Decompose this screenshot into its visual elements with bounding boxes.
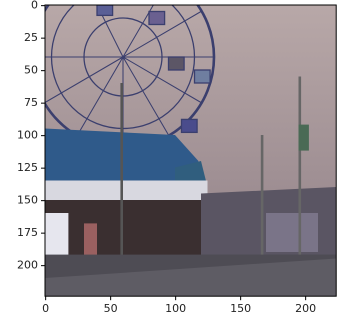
x-tick-label: 100 [165, 302, 186, 315]
x-tick-label: 0 [42, 302, 49, 315]
y-tick-label: 100 [17, 129, 38, 142]
figure: 0 50 100 150 200 0 25 50 75 100 125 150 175 200 [0, 0, 338, 326]
y-tick-label: 125 [17, 161, 38, 174]
y-tick-label: 175 [17, 226, 38, 239]
x-tick-label: 50 [104, 302, 118, 315]
y-tick-label: 25 [24, 31, 38, 44]
y-tick-label: 0 [31, 0, 38, 12]
y-tick-label: 50 [24, 64, 38, 77]
y-tick-label: 200 [17, 259, 38, 272]
x-tick-label: 150 [230, 302, 251, 315]
y-tick-label: 150 [17, 194, 38, 207]
x-tick-label: 200 [295, 302, 316, 315]
y-tick-label: 75 [24, 96, 38, 109]
photo [32, 0, 336, 296]
